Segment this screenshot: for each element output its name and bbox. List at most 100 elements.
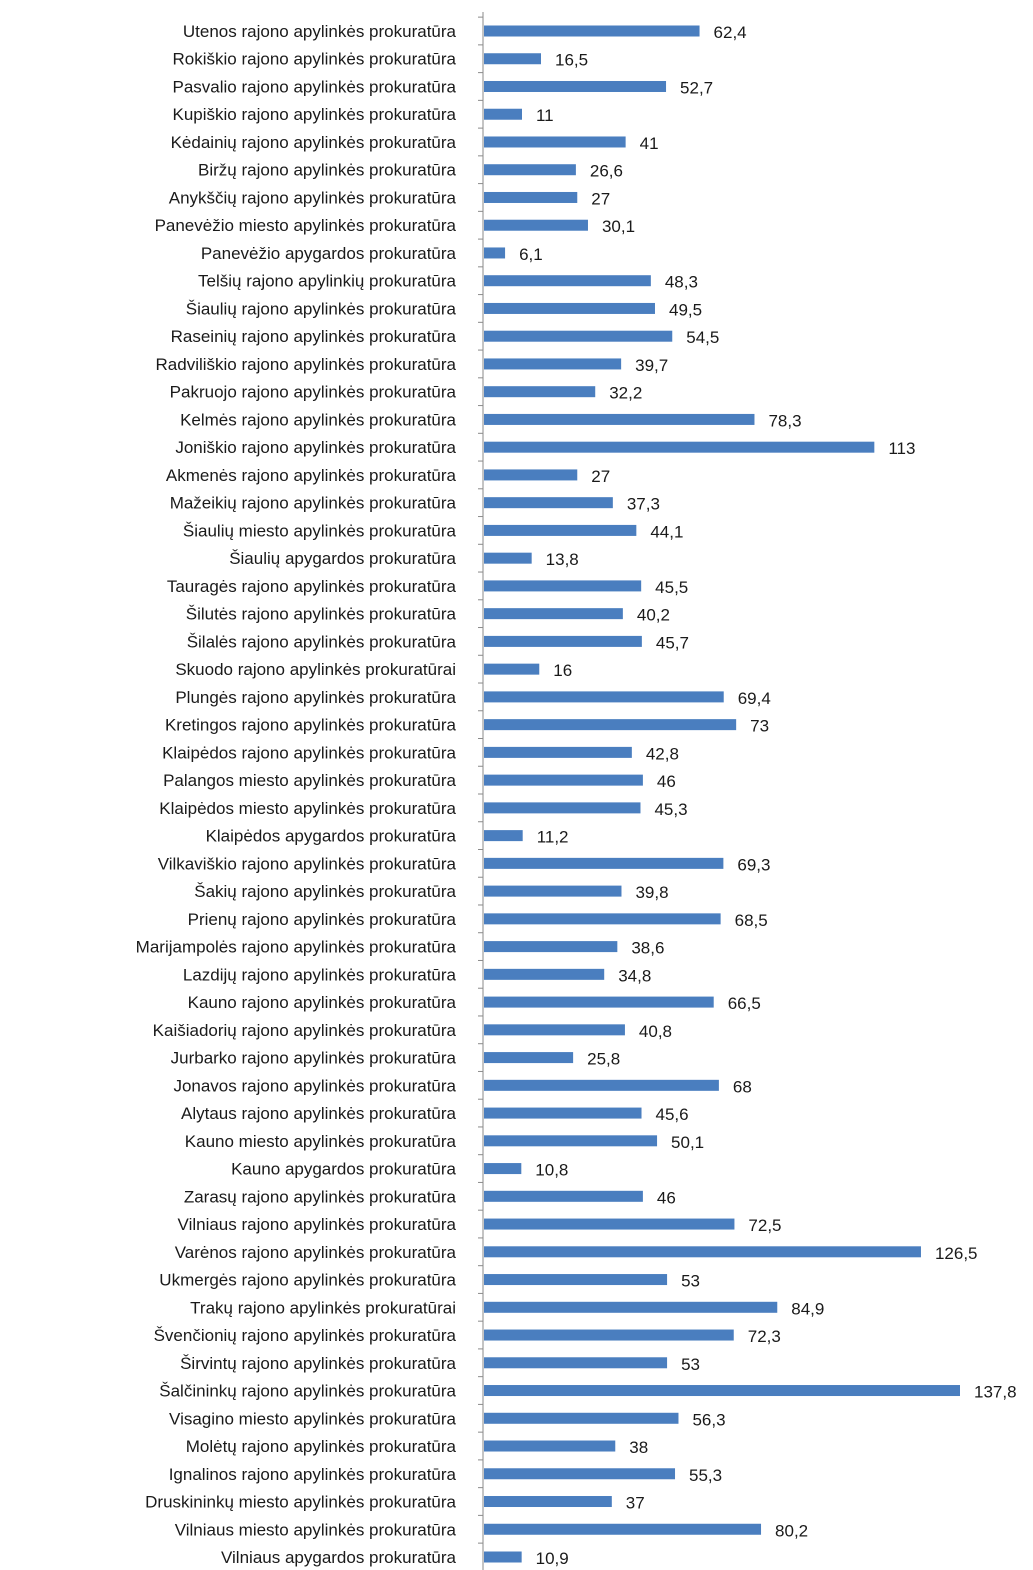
bar [484, 1329, 734, 1341]
bar [484, 1496, 612, 1508]
bar [484, 386, 596, 398]
bar [484, 580, 642, 592]
category-label: Klaipėdos miesto apylinkės prokuratūra [159, 799, 456, 818]
category-label: Rokiškio rajono apylinkės prokuratūra [173, 50, 457, 69]
category-label: Ukmergės rajono apylinkės prokuratūra [159, 1271, 456, 1290]
data-label: 25,8 [587, 1050, 620, 1069]
data-label: 16,5 [555, 51, 588, 70]
category-label: Vilniaus apygardos prokuratūra [221, 1548, 457, 1567]
category-label: Akmenės rajono apylinkės prokuratūra [166, 466, 457, 485]
data-label: 10,9 [536, 1549, 569, 1568]
bar [484, 1024, 625, 1036]
data-label: 37,3 [627, 495, 660, 514]
category-label: Šakių rajono apylinkės prokuratūra [194, 882, 456, 901]
bar [484, 1412, 679, 1424]
category-label: Tauragės rajono apylinkės prokuratūra [167, 577, 457, 596]
data-label: 72,3 [748, 1327, 781, 1346]
data-label: 66,5 [728, 994, 761, 1013]
category-label: Šiaulių rajono apylinkės prokuratūra [186, 299, 457, 318]
bar [484, 1079, 719, 1091]
data-label: 11 [536, 106, 554, 125]
bar [484, 1385, 960, 1397]
category-label: Kauno miesto apylinkės prokuratūra [185, 1132, 457, 1151]
data-label: 137,8 [974, 1383, 1017, 1402]
bar [484, 275, 651, 287]
data-label: 16 [553, 661, 572, 680]
bar [484, 247, 506, 259]
category-label: Kauno apygardos prokuratūra [231, 1160, 456, 1179]
category-label: Marijampolės rajono apylinkės prokuratūr… [136, 938, 457, 957]
data-label: 56,3 [692, 1410, 725, 1429]
category-label: Raseinių rajono apylinkės prokuratūra [171, 327, 457, 346]
category-label: Lazdijų rajono apylinkės prokuratūra [183, 965, 457, 984]
bar [484, 469, 578, 481]
category-label: Vilniaus rajono apylinkės prokuratūra [178, 1215, 457, 1234]
bar [484, 219, 588, 231]
bar [484, 719, 737, 731]
data-label: 69,3 [737, 855, 770, 874]
bar [484, 774, 643, 786]
category-label: Utenos rajono apylinkės prokuratūra [183, 22, 457, 41]
category-label: Biržų rajono apylinkės prokuratūra [198, 161, 457, 180]
category-label: Vilkaviškio rajono apylinkės prokuratūra [158, 854, 457, 873]
data-label: 41 [640, 134, 659, 153]
data-label: 80,2 [775, 1521, 808, 1540]
data-label: 26,6 [590, 162, 623, 181]
data-label: 72,5 [748, 1216, 781, 1235]
bar [484, 53, 541, 65]
bar [484, 885, 622, 897]
bar [484, 857, 724, 869]
data-label: 45,7 [656, 633, 689, 652]
data-label: 27 [591, 467, 610, 486]
bar [484, 1190, 643, 1202]
bar [484, 802, 641, 814]
data-label: 39,7 [635, 356, 668, 375]
category-label: Visagino miesto apylinkės prokuratūra [169, 1409, 456, 1428]
data-label: 54,5 [686, 328, 719, 347]
bar [484, 663, 540, 675]
data-label: 46 [657, 772, 676, 791]
category-label: Mažeikių rajono apylinkės prokuratūra [170, 494, 457, 513]
data-label: 62,4 [714, 23, 747, 42]
category-label: Švenčionių rajono apylinkės prokuratūra [154, 1326, 457, 1345]
data-label: 27 [591, 189, 610, 208]
bar [484, 608, 623, 620]
bar [484, 830, 523, 842]
category-label: Širvintų rajono apylinkės prokuratūra [180, 1354, 456, 1373]
bar [484, 1523, 762, 1535]
category-label: Joniškio rajono apylinkės prokuratūra [175, 438, 456, 457]
bar [484, 1246, 921, 1258]
bar [484, 497, 613, 509]
data-label: 78,3 [768, 411, 801, 430]
data-label: 113 [888, 439, 915, 458]
data-label: 40,8 [639, 1022, 672, 1041]
bar [484, 1218, 735, 1230]
bar [484, 941, 618, 953]
data-label: 84,9 [791, 1299, 824, 1318]
data-label: 11,2 [537, 828, 569, 847]
data-label: 34,8 [618, 966, 651, 985]
data-label: 10,8 [535, 1161, 568, 1180]
bar [484, 691, 724, 703]
data-label: 38,6 [631, 939, 664, 958]
bar [484, 1468, 676, 1480]
bar [484, 80, 667, 92]
category-label: Šilalės rajono apylinkės prokuratūra [187, 632, 457, 651]
data-label: 45,3 [654, 800, 687, 819]
data-label: 39,8 [635, 883, 668, 902]
category-label: Kretingos rajono apylinkės prokuratūra [165, 716, 457, 735]
data-label: 49,5 [669, 300, 702, 319]
category-label: Jurbarko rajono apylinkės prokuratūra [171, 1049, 457, 1068]
category-label: Kėdainių rajono apylinkės prokuratūra [171, 133, 457, 152]
bar [484, 1135, 658, 1147]
bar [484, 552, 532, 564]
data-label: 6,1 [519, 245, 543, 264]
category-label: Skuodo rajono apylinkės prokuratūrai [175, 660, 456, 679]
category-label: Šiaulių apygardos prokuratūra [229, 549, 456, 568]
bar [484, 524, 637, 536]
bar [484, 413, 755, 425]
category-label: Šilutės rajono apylinkės prokuratūra [186, 605, 457, 624]
category-axis [478, 12, 484, 1570]
